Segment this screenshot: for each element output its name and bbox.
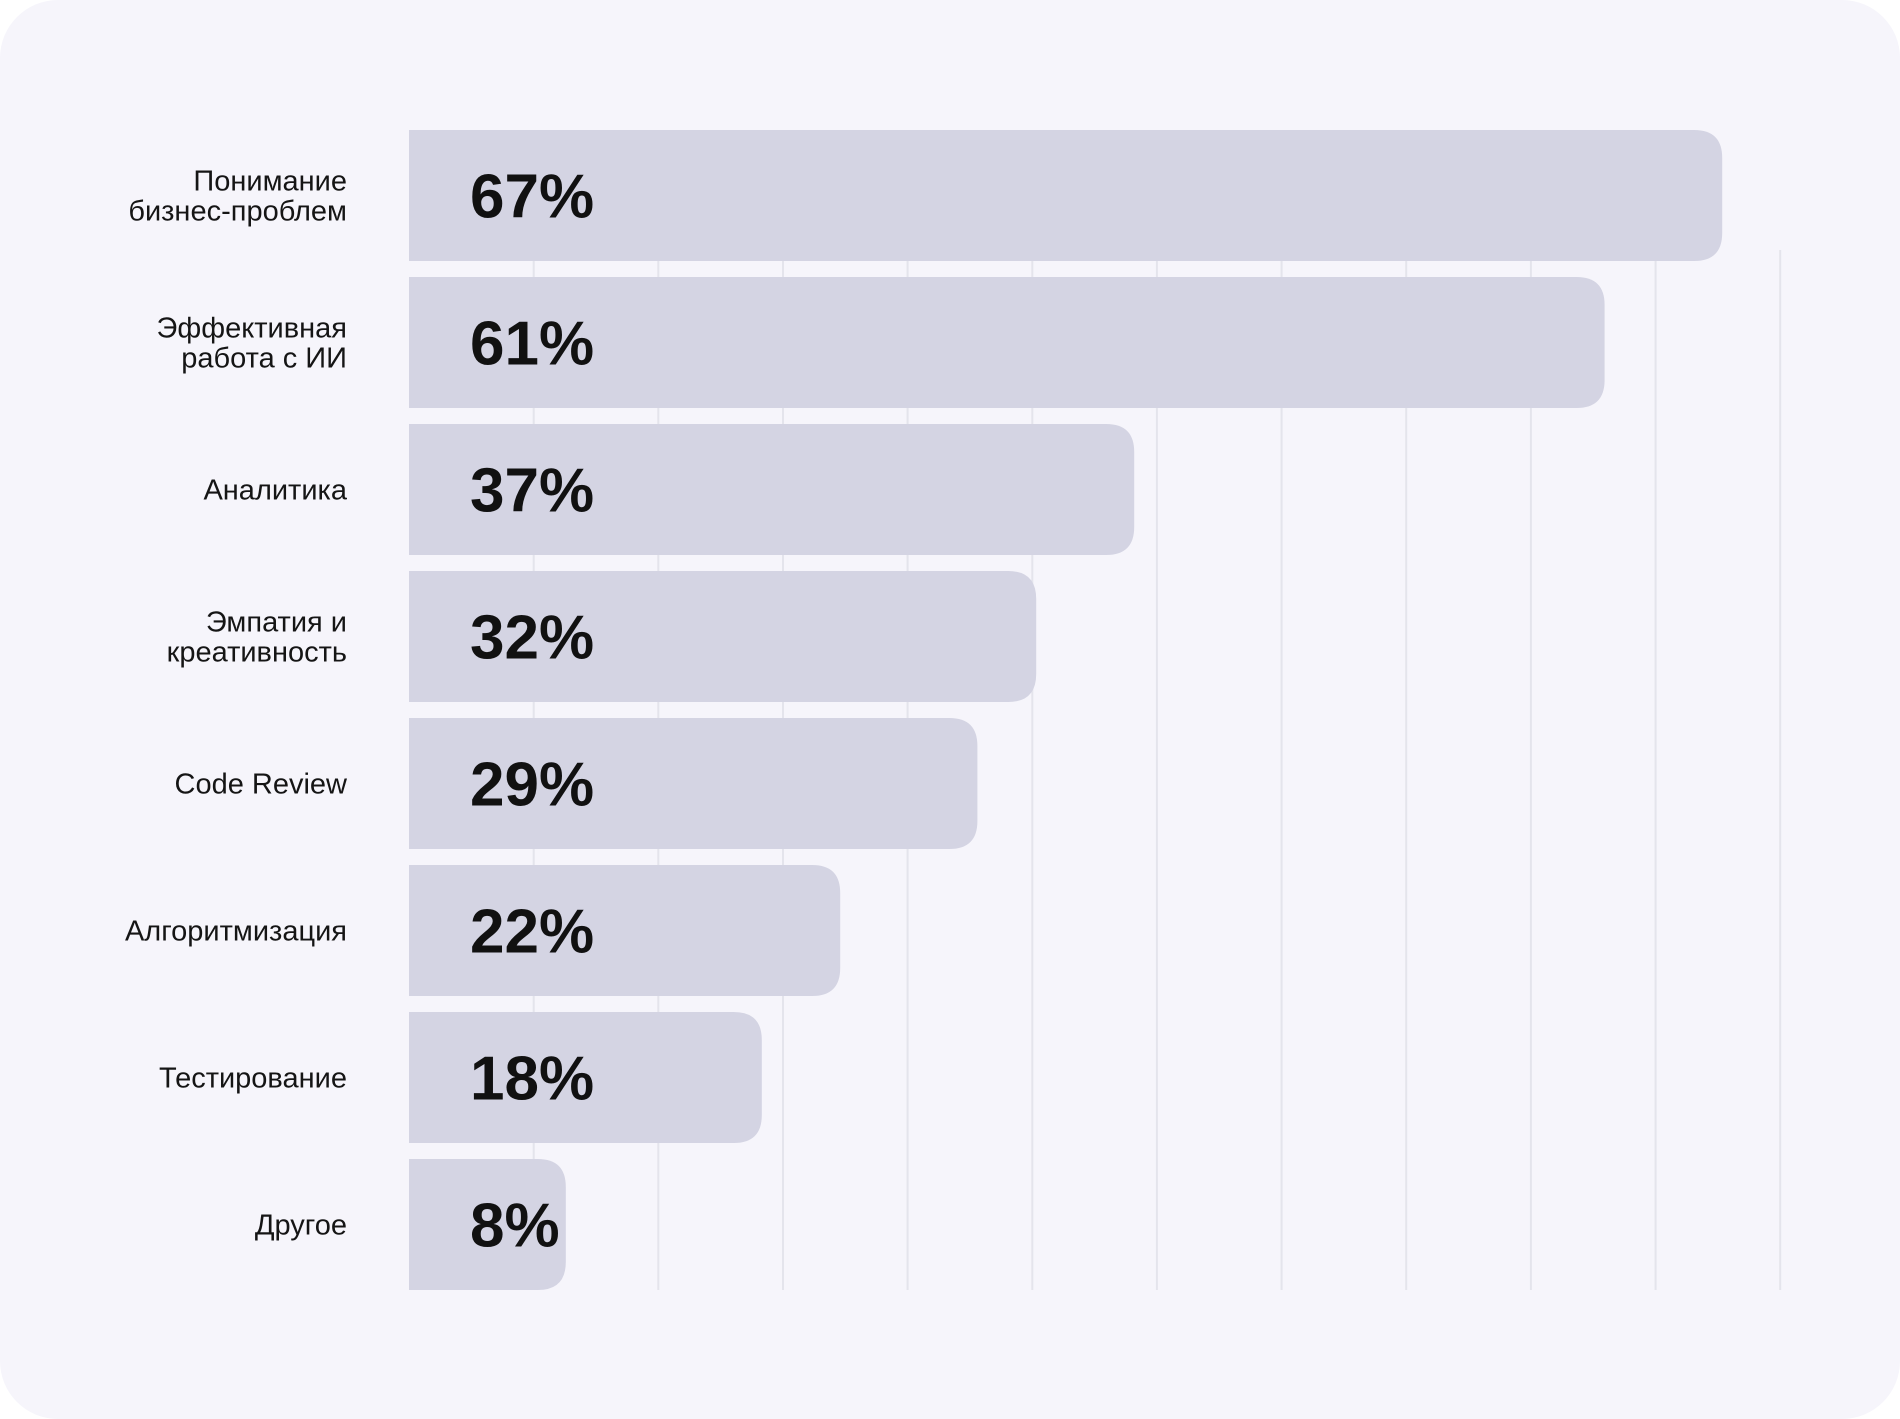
bar-value-label: 61% — [470, 310, 594, 379]
category-label: Понимание бизнес-проблем — [128, 166, 347, 228]
bar-value-label: 18% — [470, 1045, 594, 1114]
bar — [409, 865, 841, 996]
bar — [409, 424, 1135, 555]
bar — [409, 718, 978, 849]
bar — [409, 130, 1723, 261]
bar-value-label: 32% — [470, 604, 594, 673]
category-label: Аналитика — [203, 475, 347, 507]
category-label-line: работа с ИИ — [181, 343, 347, 375]
category-label-line: креативность — [167, 637, 347, 669]
category-label-line: Понимание — [193, 166, 347, 198]
category-label-line: Эффективная — [157, 313, 347, 345]
bar-layer — [409, 130, 1723, 1290]
category-label: Эффективная работа с ИИ — [157, 313, 347, 375]
category-label-line: Другое — [255, 1210, 347, 1242]
grid-layer — [532, 250, 1782, 1290]
category-label-line: Алгоритмизация — [125, 916, 347, 948]
bar-value-label: 22% — [470, 898, 594, 967]
category-label-line: Аналитика — [203, 475, 347, 507]
category-label: Тестирование — [159, 1063, 347, 1095]
category-label-line: Code Review — [175, 769, 349, 801]
category-label-line: Тестирование — [159, 1063, 347, 1095]
bar — [409, 571, 1037, 702]
bar-value-label: 8% — [470, 1192, 560, 1261]
bar — [409, 1159, 566, 1290]
bar — [409, 277, 1605, 408]
bar-value-label: 29% — [470, 751, 594, 820]
category-label: Алгоритмизация — [125, 916, 347, 948]
bar-value-label: 67% — [470, 163, 594, 232]
category-label-line: бизнес-проблем — [128, 196, 347, 228]
bar-value-label: 37% — [470, 457, 594, 526]
category-label: Code Review — [175, 769, 349, 801]
category-label: Эмпатия и креативность — [167, 607, 347, 669]
label-layer: 67% Понимание бизнес-проблем 61% Эффективная… — [125, 163, 594, 1261]
bar — [409, 1012, 762, 1143]
category-label-line: Эмпатия и — [206, 607, 347, 639]
category-label: Другое — [255, 1210, 347, 1242]
